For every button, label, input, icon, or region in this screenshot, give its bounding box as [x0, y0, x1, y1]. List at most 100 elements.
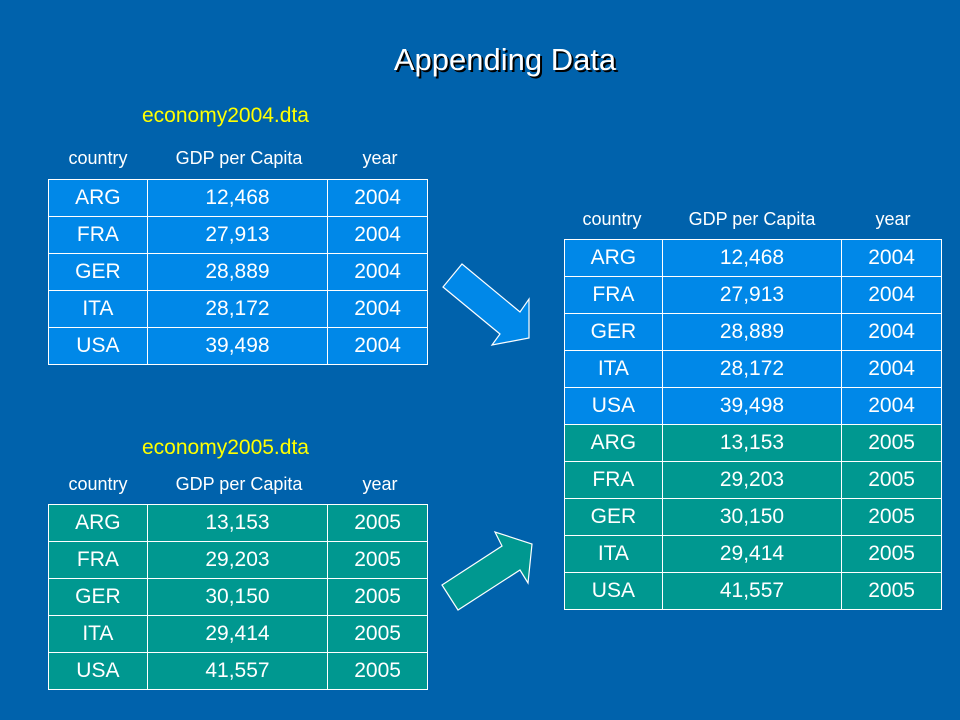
column-header-year: year: [362, 148, 398, 168]
cell-country: FRA: [564, 276, 663, 314]
table-row: GER 30,150 2005: [48, 578, 428, 616]
cell-gdp: 28,889: [146, 253, 329, 291]
cell-gdp: 29,203: [146, 541, 329, 579]
table-row: ITA 28,172 2004: [48, 290, 428, 328]
table-row: FRA 29,203 2005: [564, 461, 942, 499]
table-combined: ARG 12,468 2004 FRA 27,913 2004 GER 28,889 200…: [564, 239, 942, 610]
cell-country: FRA: [564, 461, 663, 499]
table-row: ITA 29,414 2005: [48, 615, 428, 653]
cell-year: 2005: [327, 652, 428, 690]
cell-year: 2004: [327, 253, 428, 291]
cell-year: 2005: [841, 535, 942, 573]
table-row: USA 39,498 2004: [564, 387, 942, 425]
table-row: ARG 13,153 2005: [564, 424, 942, 462]
cell-gdp: 39,498: [146, 327, 329, 365]
table-row: ARG 12,468 2004: [48, 179, 428, 217]
cell-year: 2005: [841, 461, 942, 499]
column-header-gdp: GDP per Capita: [688, 209, 816, 229]
cell-year: 2004: [841, 313, 942, 351]
column-header-country: country: [582, 209, 642, 229]
cell-gdp: 27,913: [661, 276, 843, 314]
cell-year: 2005: [327, 615, 428, 653]
cell-year: 2004: [327, 290, 428, 328]
table-row: FRA 29,203 2005: [48, 541, 428, 579]
column-headers-2004: country GDP per Capita year: [48, 148, 428, 172]
cell-country: ITA: [48, 615, 148, 653]
cell-country: ITA: [564, 535, 663, 573]
cell-gdp: 29,203: [661, 461, 843, 499]
cell-gdp: 12,468: [661, 239, 843, 277]
column-header-country: country: [68, 148, 128, 168]
cell-gdp: 12,468: [146, 179, 329, 217]
table-row: ITA 28,172 2004: [564, 350, 942, 388]
table-row: FRA 27,913 2004: [48, 216, 428, 254]
cell-gdp: 27,913: [146, 216, 329, 254]
cell-gdp: 30,150: [661, 498, 843, 536]
cell-gdp: 28,172: [661, 350, 843, 388]
cell-year: 2005: [327, 504, 428, 542]
cell-gdp: 13,153: [146, 504, 329, 542]
table-row: ARG 13,153 2005: [48, 504, 428, 542]
cell-year: 2004: [841, 387, 942, 425]
cell-year: 2005: [841, 424, 942, 462]
cell-country: ARG: [564, 424, 663, 462]
table-row: ARG 12,468 2004: [564, 239, 942, 277]
cell-year: 2004: [841, 276, 942, 314]
cell-country: USA: [48, 327, 148, 365]
cell-country: FRA: [48, 541, 148, 579]
cell-year: 2004: [327, 216, 428, 254]
arrow-down-right-icon: [442, 263, 530, 346]
table-row: USA 39,498 2004: [48, 327, 428, 365]
cell-gdp: 28,889: [661, 313, 843, 351]
table-row: GER 30,150 2005: [564, 498, 942, 536]
cell-country: USA: [564, 572, 663, 610]
cell-country: GER: [48, 253, 148, 291]
table-row: ITA 29,414 2005: [564, 535, 942, 573]
cell-country: ARG: [48, 179, 148, 217]
column-headers-combined: country GDP per Capita year: [564, 209, 942, 233]
cell-year: 2005: [327, 578, 428, 616]
cell-country: ARG: [48, 504, 148, 542]
cell-country: FRA: [48, 216, 148, 254]
cell-gdp: 41,557: [146, 652, 329, 690]
table-2004: ARG 12,468 2004 FRA 27,913 2004 GER 28,889 200…: [48, 179, 428, 365]
file-label-2005: economy2005.dta: [142, 436, 309, 459]
arrow-up-right-icon: [441, 530, 533, 611]
slide-title: Appending Data: [393, 42, 617, 77]
cell-country: GER: [564, 313, 663, 351]
table-2005: ARG 13,153 2005 FRA 29,203 2005 GER 30,150 200…: [48, 504, 428, 690]
column-header-year: year: [875, 209, 911, 229]
cell-gdp: 30,150: [146, 578, 329, 616]
cell-gdp: 13,153: [661, 424, 843, 462]
cell-country: GER: [48, 578, 148, 616]
cell-country: ARG: [564, 239, 663, 277]
cell-gdp: 28,172: [146, 290, 329, 328]
cell-year: 2004: [841, 350, 942, 388]
cell-gdp: 39,498: [661, 387, 843, 425]
table-row: GER 28,889 2004: [48, 253, 428, 291]
cell-gdp: 29,414: [146, 615, 329, 653]
column-header-gdp: GDP per Capita: [175, 474, 303, 494]
cell-year: 2005: [841, 498, 942, 536]
table-row: USA 41,557 2005: [564, 572, 942, 610]
column-headers-2005: country GDP per Capita year: [48, 474, 428, 498]
file-label-2004: economy2004.dta: [142, 104, 309, 127]
table-row: USA 41,557 2005: [48, 652, 428, 690]
column-header-country: country: [68, 474, 128, 494]
cell-country: USA: [564, 387, 663, 425]
cell-year: 2004: [327, 327, 428, 365]
cell-year: 2005: [841, 572, 942, 610]
cell-year: 2005: [327, 541, 428, 579]
table-row: GER 28,889 2004: [564, 313, 942, 351]
cell-year: 2004: [327, 179, 428, 217]
cell-gdp: 41,557: [661, 572, 843, 610]
cell-country: ITA: [564, 350, 663, 388]
column-header-gdp: GDP per Capita: [175, 148, 303, 168]
column-header-year: year: [362, 474, 398, 494]
cell-country: GER: [564, 498, 663, 536]
cell-year: 2004: [841, 239, 942, 277]
table-row: FRA 27,913 2004: [564, 276, 942, 314]
cell-gdp: 29,414: [661, 535, 843, 573]
cell-country: ITA: [48, 290, 148, 328]
cell-country: USA: [48, 652, 148, 690]
